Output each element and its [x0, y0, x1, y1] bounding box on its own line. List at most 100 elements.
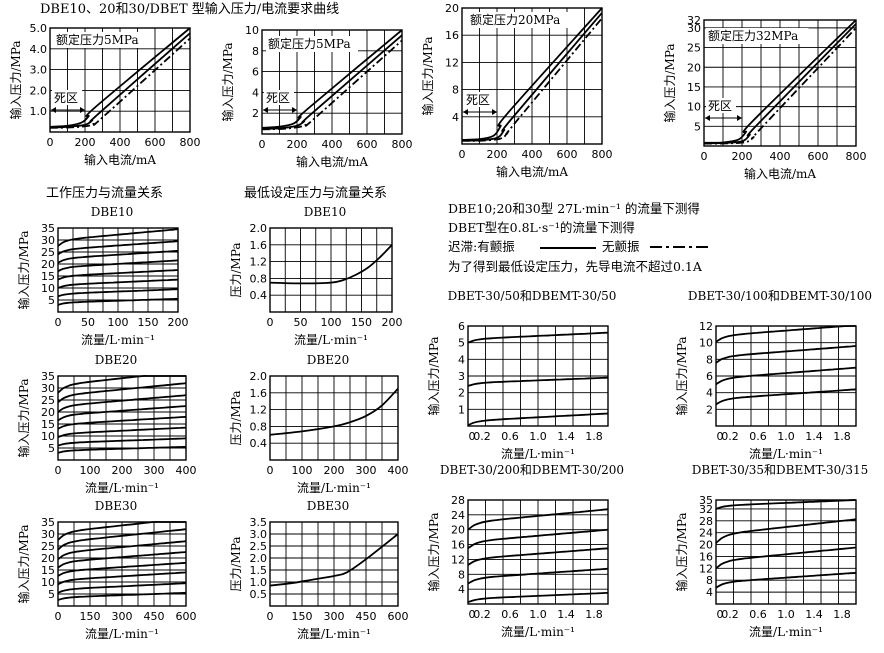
y-tick-label: 2.0	[250, 370, 268, 383]
rated-pressure-label: 额定压力20MPa	[470, 12, 560, 27]
x-tick-label: 0	[55, 464, 62, 477]
x-tick-label: 300	[356, 464, 377, 477]
x-axis-label: 流量/L·min⁻¹	[749, 447, 823, 461]
x-tick-label: 0.6	[501, 608, 519, 621]
x-tick-label: 1.4	[805, 430, 823, 443]
x-tick-label: 0	[469, 608, 476, 621]
y-tick-label: 0.4	[250, 289, 268, 302]
chart-c1: 1.0 2.0 3.0 4.0 5.0 0 200 400 600 800 输入电流/mA 输入压力/…	[8, 22, 201, 167]
deadzone-label: 死区	[54, 91, 78, 105]
y-tick-label: 1.0	[250, 576, 268, 589]
annotation-bg	[54, 32, 146, 48]
y-tick-label: 15	[41, 564, 55, 577]
y-tick-label: 20	[445, 2, 459, 15]
y-tick-label: 1.2	[250, 256, 268, 269]
y-tick-label: 0.4	[250, 437, 268, 450]
y-tick-label: 35	[699, 494, 713, 507]
y-tick-label: 6	[252, 66, 259, 79]
deadzone-label: 死区	[266, 91, 290, 105]
series-line	[57, 521, 186, 541]
y-tick-label: 20	[699, 539, 713, 552]
x-tick-label: 0	[267, 464, 274, 477]
x-axis-label: 流量/L·min⁻¹	[297, 481, 371, 495]
x-tick-label: 800	[846, 150, 867, 163]
x-tick-label: 150	[138, 316, 159, 329]
x-tick-label: 50	[294, 316, 308, 329]
y-tick-label: 0.8	[250, 420, 268, 433]
y-tick-label: 20	[451, 524, 465, 537]
y-axis-label: 输入压力/MPa	[16, 230, 31, 309]
legend-solid-line	[540, 247, 596, 249]
y-tick-label: 5	[48, 442, 55, 455]
y-tick-label: 30	[41, 234, 55, 247]
x-tick-label: 300	[324, 610, 345, 623]
y-tick-label: 0.5	[250, 588, 268, 601]
x-tick-label: 1.0	[529, 608, 547, 621]
y-tick-label: 4	[706, 387, 713, 400]
y-axis-label: 压力/MPa	[229, 242, 243, 297]
y-tick-label: 2.0	[250, 222, 268, 235]
y-tick-label: 10	[41, 282, 55, 295]
x-tick-label: 0	[259, 138, 266, 151]
x-axis-label: 输入电流/mA	[296, 154, 368, 169]
x-tick-label: 0.6	[501, 430, 519, 443]
y-tick-label: 2	[252, 107, 259, 120]
x-tick-label: 400	[770, 150, 791, 163]
series-line	[461, 17, 603, 142]
x-tick-label: 400	[110, 136, 131, 149]
x-tick-label: 600	[388, 610, 409, 623]
y-tick-label: 15	[41, 418, 55, 431]
y-tick-label: 20	[41, 258, 55, 271]
y-tick-label: 25	[687, 42, 701, 55]
series-line	[57, 249, 179, 264]
series-line	[49, 27, 191, 128]
x-tick-label: 1.8	[833, 430, 851, 443]
x-tick-label: 200	[112, 464, 133, 477]
deadzone-arrow-head	[463, 109, 468, 115]
y-tick-label: 25	[41, 540, 55, 553]
y-tick-label: 15	[41, 270, 55, 283]
x-tick-label: 1.0	[777, 430, 795, 443]
x-tick-label: 150	[351, 316, 372, 329]
x-tick-label: 600	[145, 136, 166, 149]
series-line	[57, 561, 187, 577]
x-axis-label: 流量/L·min⁻¹	[749, 625, 823, 639]
x-axis-label: 输入电流/mA	[84, 152, 156, 167]
x-tick-label: 1.8	[585, 430, 603, 443]
x-tick-label: 0.6	[749, 608, 767, 621]
y-tick-label: 5	[48, 294, 55, 307]
series-line	[715, 325, 856, 343]
y-tick-label: 1.6	[250, 239, 268, 252]
series-line	[467, 528, 609, 550]
y-tick-label: 15	[687, 81, 701, 94]
annotation-bg	[706, 28, 809, 44]
chart-title: DBET-30/100和DBEMT-30/100	[688, 289, 872, 303]
section-min-title: 最低设定压力与流量关系	[244, 186, 388, 201]
y-tick-label: 3.5	[250, 516, 268, 529]
series-line	[269, 533, 399, 587]
series-line	[57, 382, 187, 404]
series-line	[715, 388, 857, 406]
y-axis-label: 输入压力/MPa	[16, 524, 31, 603]
x-tick-label: 450	[356, 610, 377, 623]
plot-frame	[269, 227, 393, 313]
deadzone-label: 死区	[466, 93, 490, 107]
x-tick-label: 1.8	[585, 608, 603, 621]
y-axis-label: 输入压力/MPa	[662, 43, 677, 122]
deadzone-bg	[706, 98, 736, 113]
y-tick-label: 25	[41, 394, 55, 407]
y-tick-label: 1.5	[250, 564, 268, 577]
y-tick-label: 3.0	[250, 528, 268, 541]
deadzone-arrow-head	[737, 115, 742, 121]
x-tick-label: 200	[487, 148, 508, 161]
y-tick-label: 8	[706, 353, 713, 366]
x-tick-label: 600	[557, 148, 578, 161]
series-line	[57, 528, 187, 551]
x-tick-label: 300	[112, 610, 133, 623]
x-tick-label: 0.6	[749, 430, 767, 443]
series-line	[467, 376, 609, 387]
y-tick-label: 20	[687, 61, 701, 74]
